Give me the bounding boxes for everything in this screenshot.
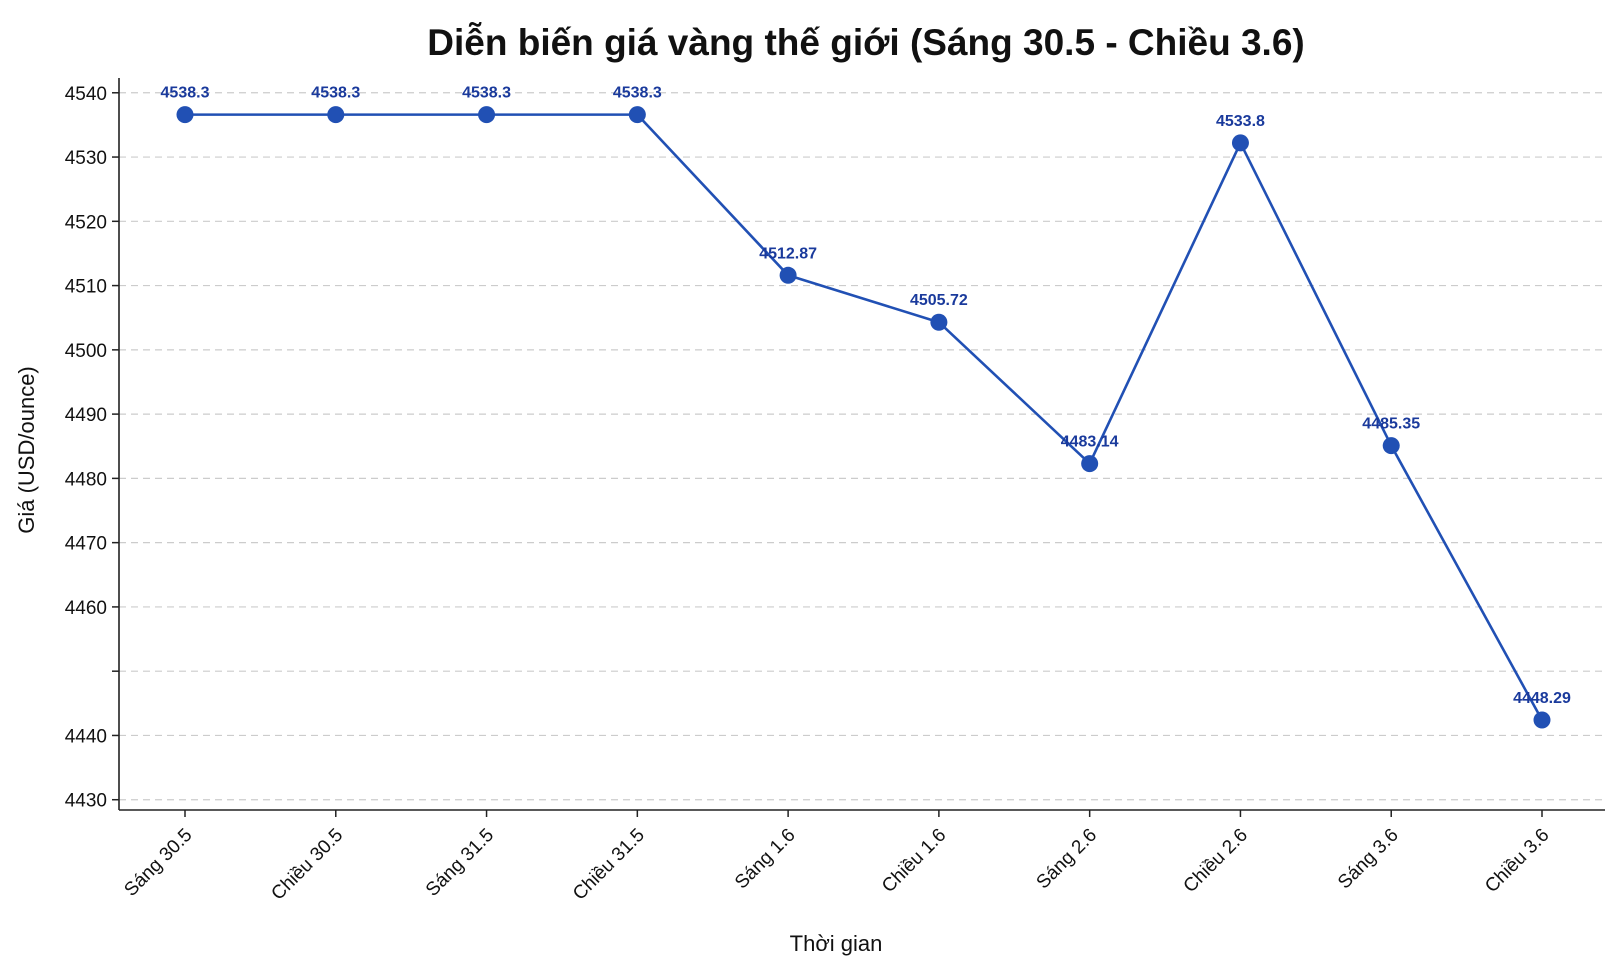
- x-tick-label: Sáng 30.5: [120, 825, 196, 901]
- y-tick-label: 4460: [65, 598, 107, 619]
- data-point: [1533, 711, 1551, 729]
- x-tick-label: Chiều 2.6: [1180, 825, 1252, 897]
- chart-title: Diễn biến giá vàng thế giới (Sáng 30.5 -…: [427, 22, 1304, 63]
- data-label: 4538.3: [161, 85, 210, 102]
- x-axis-label: Thời gian: [790, 931, 883, 956]
- data-point: [327, 106, 345, 124]
- x-tick-label: Sáng 31.5: [422, 825, 498, 901]
- data-point: [478, 106, 496, 124]
- data-point: [628, 106, 646, 124]
- data-point: [1231, 134, 1249, 152]
- y-tick-label: 4490: [65, 405, 107, 426]
- data-point: [779, 266, 797, 284]
- x-tick-label: Sáng 3.6: [1334, 825, 1403, 894]
- y-tick-label: 4470: [65, 534, 107, 555]
- gridlines: [119, 92, 1605, 801]
- data-label: 4538.3: [311, 85, 360, 102]
- x-tick-label: Chiều 30.5: [267, 825, 347, 905]
- y-tick-label: 4500: [65, 341, 107, 362]
- y-tick-label: 4480: [65, 469, 107, 490]
- data-point: [1081, 455, 1099, 473]
- data-label: 4512.87: [759, 245, 817, 262]
- x-ticks: Sáng 30.5 Chiều 30.5 Sáng 31.5 Chiều 31.5 Sá…: [120, 810, 1554, 905]
- data-label: 4483.14: [1061, 434, 1119, 451]
- y-tick-label: 4530: [65, 148, 107, 169]
- data-label: 4505.72: [910, 292, 968, 309]
- y-tick-label: 4540: [65, 84, 107, 105]
- data-label: 4538.3: [613, 85, 662, 102]
- x-tick-label: Chiều 3.6: [1481, 825, 1553, 897]
- data-point: [1382, 437, 1400, 455]
- x-tick-label: Sáng 2.6: [1033, 825, 1102, 894]
- x-tick-label: Chiều 31.5: [569, 825, 649, 905]
- data-label: 4448.29: [1513, 690, 1571, 707]
- x-tick-label: Sáng 1.6: [731, 825, 800, 894]
- data-point: [176, 106, 194, 124]
- y-axis-label: Giá (USD/ounce): [14, 366, 39, 534]
- data-label: 4533.8: [1216, 113, 1265, 130]
- y-tick-label: 4430: [65, 791, 107, 812]
- series: [176, 106, 1551, 729]
- y-tick-label: 4520: [65, 212, 107, 233]
- y-tick-label: 4440: [65, 726, 107, 747]
- y-tick-label: 4510: [65, 277, 107, 298]
- data-labels: 4538.3 4538.3 4538.3 4538.3 4512.87 4505.72 44…: [161, 85, 1571, 707]
- data-label: 4538.3: [462, 85, 511, 102]
- axes: [118, 78, 1605, 811]
- data-label: 4485.35: [1362, 416, 1420, 433]
- y-ticks: 4430 4440 4460 4470 4480 4490 4500 4510 4520 4530…: [65, 84, 119, 812]
- series-line: [185, 113, 1544, 721]
- data-point: [930, 313, 948, 331]
- x-tick-label: Chiều 1.6: [878, 825, 950, 897]
